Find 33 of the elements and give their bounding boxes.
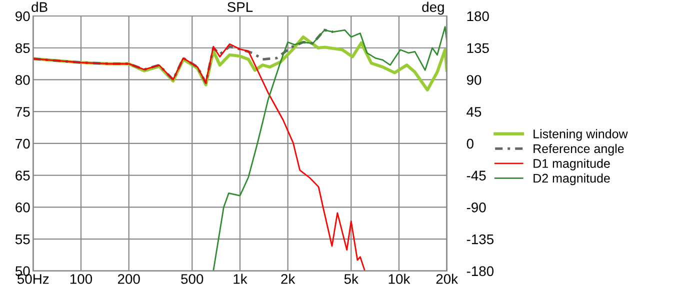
y-tick-label: 75 <box>16 107 30 117</box>
x-tick-label: 2k <box>281 274 296 284</box>
y-tick-label: 80 <box>16 75 30 85</box>
y2-tick-label: 45 <box>466 107 482 117</box>
y2-axis-title: deg <box>422 2 444 15</box>
x-tick-label: 50Hz <box>17 274 49 284</box>
legend-label: Listening window <box>534 129 628 141</box>
y-tick-label: 90 <box>16 11 30 22</box>
y2-tick-label: -135 <box>466 234 494 244</box>
y-tick-label: 55 <box>15 234 30 244</box>
y-tick-label: 60 <box>16 202 30 212</box>
x-tick-label: 1k <box>234 274 248 284</box>
y2-tick-label: 180 <box>467 11 489 22</box>
x-tick-label: 10k <box>388 274 410 284</box>
y2-tick-label: 135 <box>467 43 489 54</box>
legend-label: D1 magnitude <box>534 158 610 170</box>
y-tick-label: 65 <box>16 170 30 180</box>
chart-title: SPL <box>227 2 253 12</box>
y2-tick-label: 90 <box>466 75 482 85</box>
x-tick-label: 500 <box>181 274 204 284</box>
y-axis-title: dB <box>32 2 48 12</box>
x-tick-label: 100 <box>70 274 92 284</box>
x-tick-label: 5k <box>344 274 358 284</box>
y-tick-label: 70 <box>16 138 30 149</box>
x-tick-label: 200 <box>118 274 140 284</box>
legend-label: Reference angle <box>534 144 624 156</box>
y-tick-label: 85 <box>16 43 30 54</box>
y2-tick-label: -45 <box>466 170 486 180</box>
y2-tick-label: -90 <box>466 202 486 212</box>
y2-tick-label: -180 <box>466 266 494 276</box>
legend-label: D2 magnitude <box>534 173 610 186</box>
y2-tick-label: 0 <box>466 138 474 149</box>
x-tick-label: 20k <box>436 274 458 284</box>
